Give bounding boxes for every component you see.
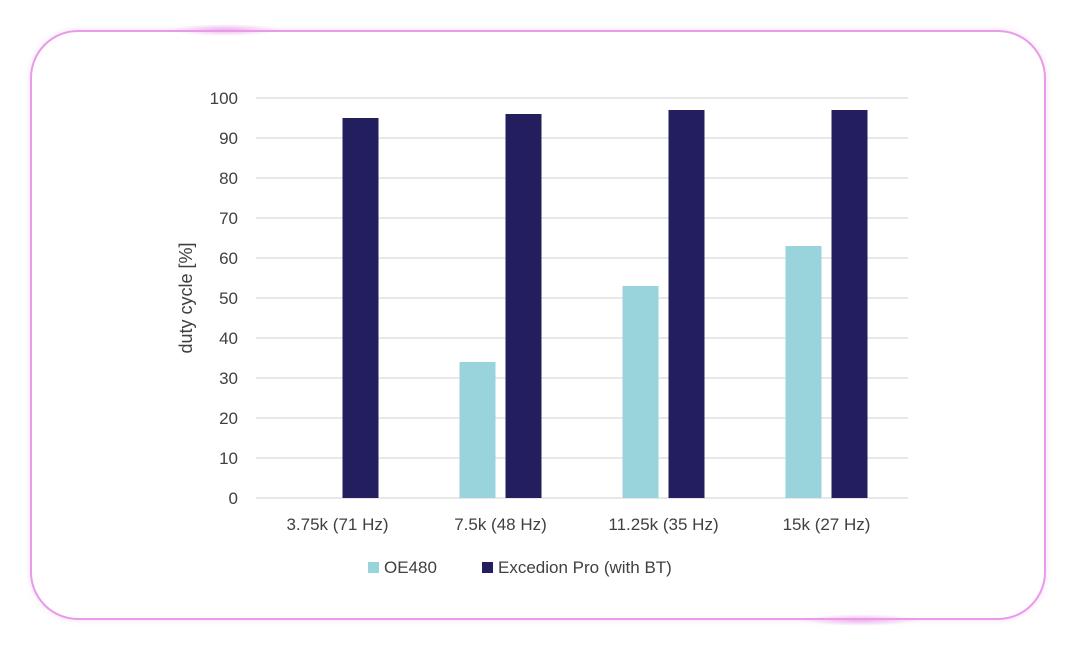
x-tick-label: 15k (27 Hz) bbox=[783, 515, 871, 534]
y-tick-label: 40 bbox=[219, 329, 238, 348]
bars bbox=[342, 110, 868, 498]
bar-oe480-2 bbox=[622, 286, 659, 498]
y-tick-label: 30 bbox=[219, 369, 238, 388]
x-tick-label: 7.5k (48 Hz) bbox=[454, 515, 547, 534]
y-tick-label: 100 bbox=[210, 89, 238, 108]
y-tick-label: 80 bbox=[219, 169, 238, 188]
bar-excedion-pro-with-bt-0 bbox=[342, 118, 379, 498]
bar-excedion-pro-with-bt-2 bbox=[668, 110, 705, 498]
legend-swatch bbox=[368, 562, 379, 573]
frame-glow-accent-bottom bbox=[800, 614, 920, 626]
legend-swatch bbox=[482, 562, 493, 573]
y-tick-label: 10 bbox=[219, 449, 238, 468]
bar-excedion-pro-with-bt-3 bbox=[831, 110, 868, 498]
y-tick-label: 50 bbox=[219, 289, 238, 308]
y-tick-label: 0 bbox=[229, 489, 238, 508]
bar-oe480-1 bbox=[459, 362, 496, 498]
y-tick-label: 70 bbox=[219, 209, 238, 228]
y-tick-label: 20 bbox=[219, 409, 238, 428]
bar-oe480-3 bbox=[785, 246, 822, 498]
frame-glow-accent-top bbox=[170, 24, 280, 36]
y-axis-title: duty cycle [%] bbox=[176, 242, 196, 353]
x-tick-labels: 3.75k (71 Hz) 7.5k (48 Hz) 11.25k (35 Hz) 1… bbox=[286, 515, 870, 534]
y-tick-label: 60 bbox=[219, 249, 238, 268]
y-tick-label: 90 bbox=[219, 129, 238, 148]
legend: OE480 Excedion Pro (with BT) bbox=[368, 558, 672, 577]
legend-label: Excedion Pro (with BT) bbox=[498, 558, 672, 577]
x-tick-label: 11.25k (35 Hz) bbox=[608, 515, 718, 534]
x-tick-label: 3.75k (71 Hz) bbox=[286, 515, 388, 534]
y-tick-labels: 0 10 20 30 40 50 60 70 80 90 100 bbox=[210, 89, 238, 508]
bar-excedion-pro-with-bt-1 bbox=[505, 114, 542, 498]
legend-label: OE480 bbox=[384, 558, 437, 577]
